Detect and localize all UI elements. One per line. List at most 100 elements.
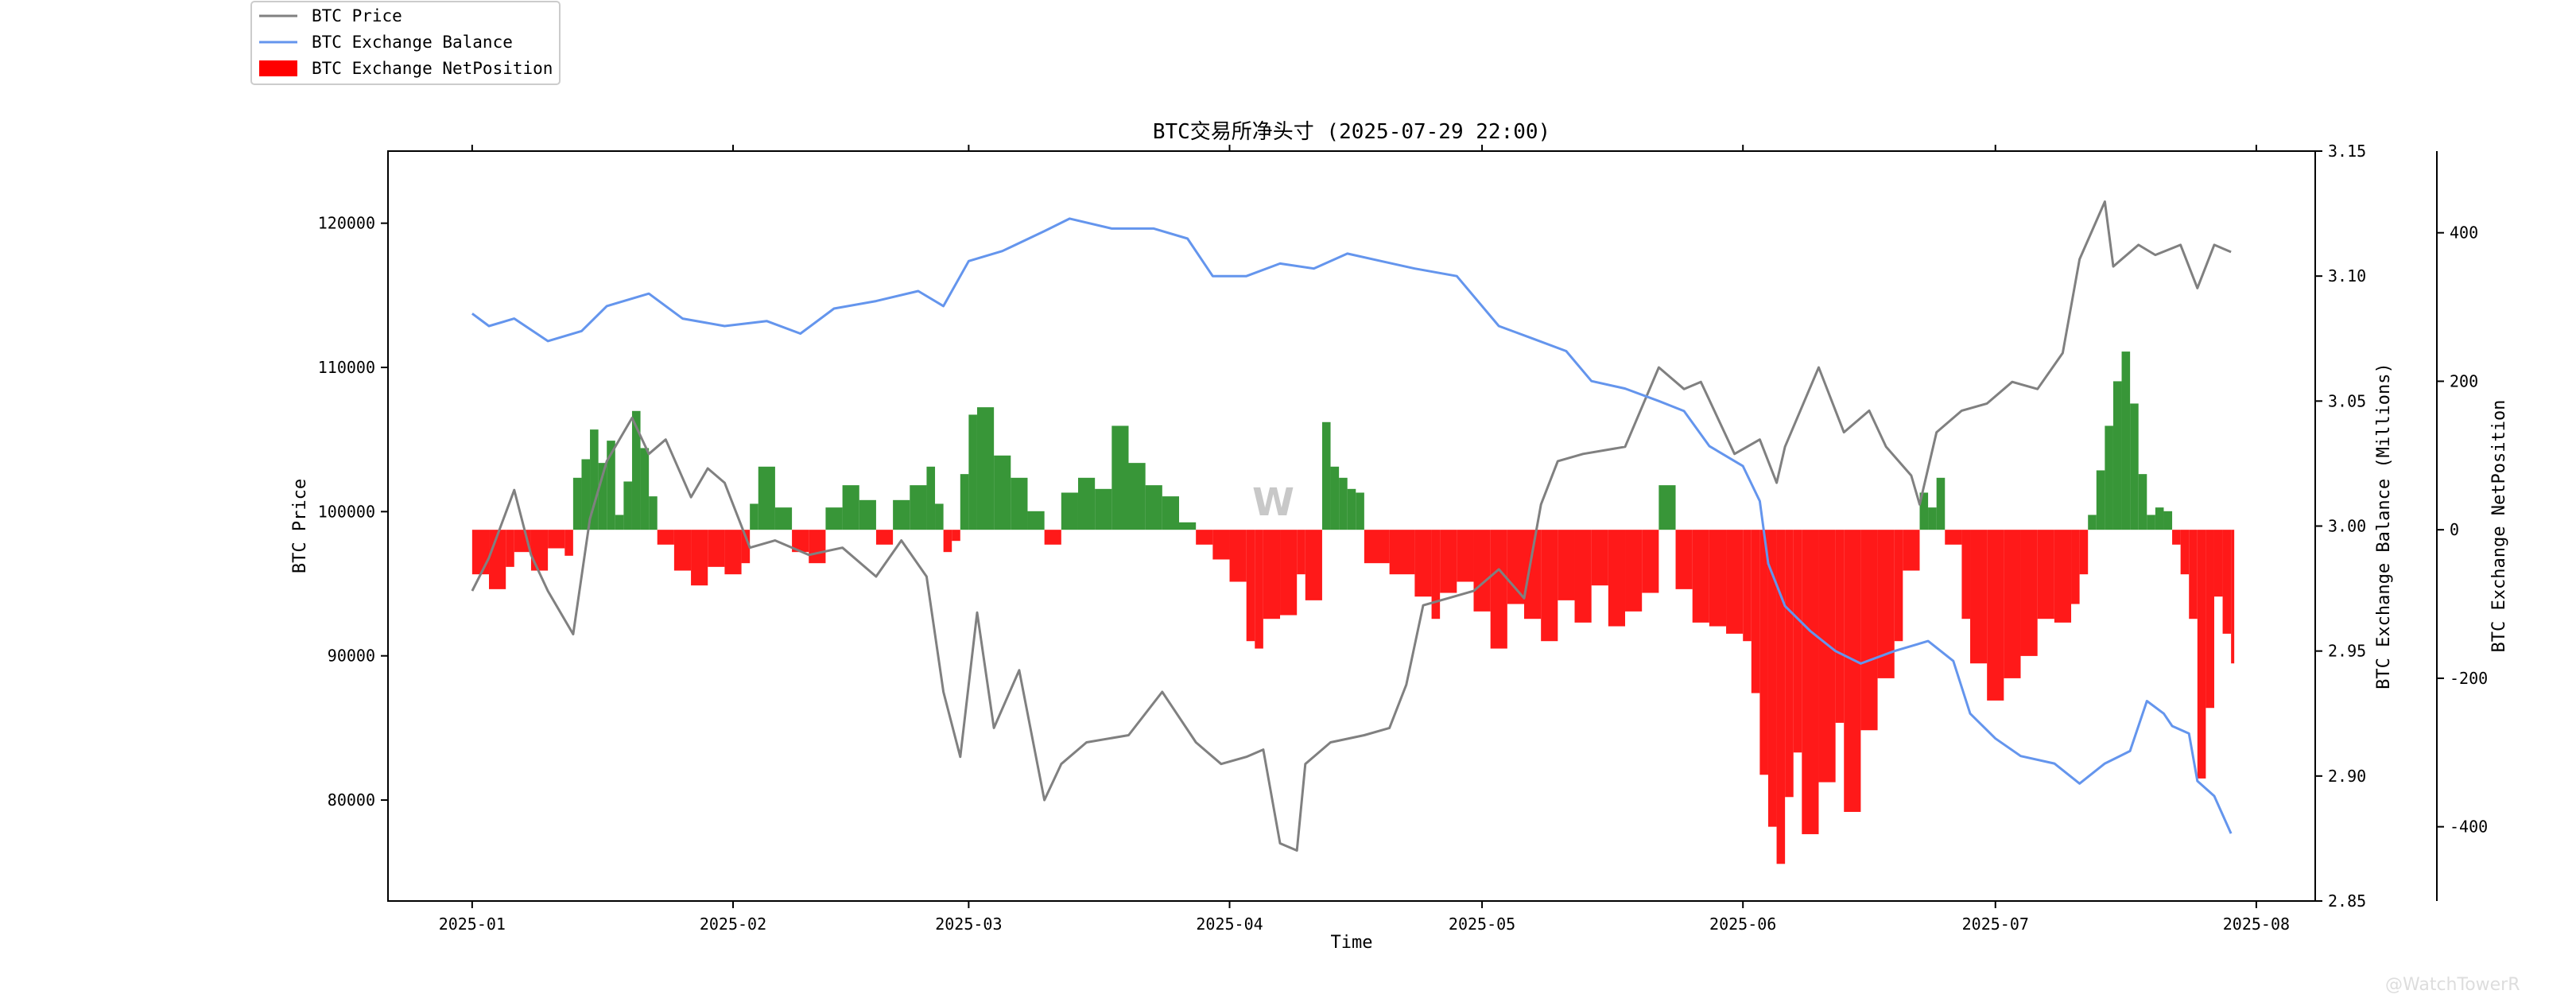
netposition-bar xyxy=(1726,530,1744,634)
netposition-bar xyxy=(1818,530,1836,783)
legend-box xyxy=(250,1,561,85)
netposition-bar xyxy=(994,455,1011,530)
netposition-bar xyxy=(691,530,708,586)
netposition-bar xyxy=(1608,530,1626,627)
netposition-bar xyxy=(590,429,599,530)
netposition-bar xyxy=(1658,485,1676,530)
netposition-bar xyxy=(825,507,843,530)
netposition-bar xyxy=(952,530,960,542)
price-tick-label: 90000 xyxy=(328,647,375,666)
netposition-bar xyxy=(673,530,692,571)
netposition-bar xyxy=(1558,530,1575,600)
legend-label: BTC Price xyxy=(312,6,402,25)
netposition-bar xyxy=(2138,474,2147,530)
netposition-tick-label: 400 xyxy=(2450,223,2478,243)
netposition-bar xyxy=(1970,530,1988,664)
netposition-bar xyxy=(1128,463,1146,530)
netposition-bar xyxy=(1440,530,1457,593)
netposition-bar xyxy=(1297,530,1305,575)
netposition-bar xyxy=(1111,425,1129,530)
netposition-bar xyxy=(1321,421,1331,530)
netposition-bar xyxy=(615,515,624,530)
netposition-bar xyxy=(1364,530,1390,564)
balance-tick-label: 3.00 xyxy=(2328,517,2366,536)
netposition-bar xyxy=(842,485,859,530)
netposition-bar xyxy=(631,410,641,530)
netposition-bar xyxy=(1027,511,1045,530)
price-tick-label: 100000 xyxy=(318,502,375,521)
netposition-bar xyxy=(1751,530,1760,693)
netposition-bar xyxy=(2197,530,2206,779)
netposition-bar xyxy=(792,530,809,553)
x-tick-label: 2025-03 xyxy=(935,915,1002,934)
netposition-bar xyxy=(1945,530,1962,545)
netposition-bar xyxy=(572,477,582,530)
netposition-bar xyxy=(1044,530,1061,545)
netposition-bar xyxy=(471,530,490,575)
netposition-bar xyxy=(1229,530,1247,582)
netposition-bar xyxy=(1162,496,1180,530)
x-tick-label: 2025-02 xyxy=(700,915,766,934)
netposition-bar xyxy=(506,530,514,567)
netposition-bar xyxy=(1356,492,1364,530)
netposition-bar xyxy=(750,503,758,530)
netposition-bar xyxy=(875,530,894,545)
netposition-bar xyxy=(2088,515,2097,530)
legend-label: BTC Exchange NetPosition xyxy=(312,59,553,78)
netposition-bar xyxy=(1095,488,1112,530)
balance-line xyxy=(471,217,2233,834)
chart-title: BTC交易所净头寸 (2025-07-29 22:00) xyxy=(1153,120,1550,144)
netposition-bar xyxy=(2121,351,2131,530)
netposition-bar xyxy=(1061,492,1078,530)
netposition-bar xyxy=(758,466,775,530)
netposition-bar xyxy=(2206,530,2214,709)
netposition-bar xyxy=(2163,511,2173,530)
balance-tick-label: 2.85 xyxy=(2328,891,2366,911)
netposition-bar xyxy=(1709,530,1727,627)
balance-tick-label: 3.05 xyxy=(2328,391,2366,410)
netposition-bar xyxy=(1802,530,1819,834)
netposition-bar xyxy=(935,503,944,530)
netposition-bar xyxy=(2155,507,2164,530)
netposition-bar xyxy=(1987,530,2004,701)
netposition-bar xyxy=(976,407,995,530)
netposition-bar xyxy=(2130,403,2139,530)
netposition-bar xyxy=(1473,530,1491,612)
netposition-bar xyxy=(548,530,565,549)
x-tick-label: 2025-05 xyxy=(1449,915,1515,934)
netposition-bar xyxy=(724,530,742,575)
netposition-bar xyxy=(1844,530,1861,812)
netposition-bar xyxy=(1196,530,1213,545)
y-axis-title-balance: BTC Exchange Balance (Millions) xyxy=(2374,363,2394,689)
netposition-bar xyxy=(1212,530,1230,560)
netposition-bar xyxy=(968,414,977,530)
netposition-bar xyxy=(2231,530,2235,664)
netposition-bar xyxy=(1642,530,1659,593)
legend-swatch-netposition xyxy=(259,60,297,76)
netposition-bar xyxy=(1625,530,1643,612)
netposition-bar xyxy=(1347,488,1356,530)
netposition-bar xyxy=(2213,530,2223,597)
netposition-bar xyxy=(960,474,969,530)
netposition-bar xyxy=(1431,530,1441,619)
netposition-bar xyxy=(1077,477,1096,530)
netposition-bar xyxy=(893,499,910,530)
balance-tick-label: 3.10 xyxy=(2328,266,2366,285)
netposition-bar xyxy=(2054,530,2072,623)
netposition-bars xyxy=(471,351,2235,864)
netposition-bar xyxy=(607,441,615,530)
netposition-bar xyxy=(649,496,658,530)
netposition-bar xyxy=(1330,466,1340,530)
netposition-bar xyxy=(809,530,826,564)
netposition-bar xyxy=(1145,485,1162,530)
netposition-bar xyxy=(598,463,607,530)
netposition-bar xyxy=(640,448,650,530)
netposition-bar xyxy=(657,530,674,545)
x-tick-label: 2025-06 xyxy=(1709,915,1776,934)
credit-text: @WatchTowerR xyxy=(2385,975,2520,995)
netposition-bar xyxy=(1928,507,1937,530)
netposition-tick-label: 200 xyxy=(2450,371,2478,390)
netposition-bar xyxy=(1785,530,1794,798)
netposition-tick-label: -200 xyxy=(2450,669,2488,688)
